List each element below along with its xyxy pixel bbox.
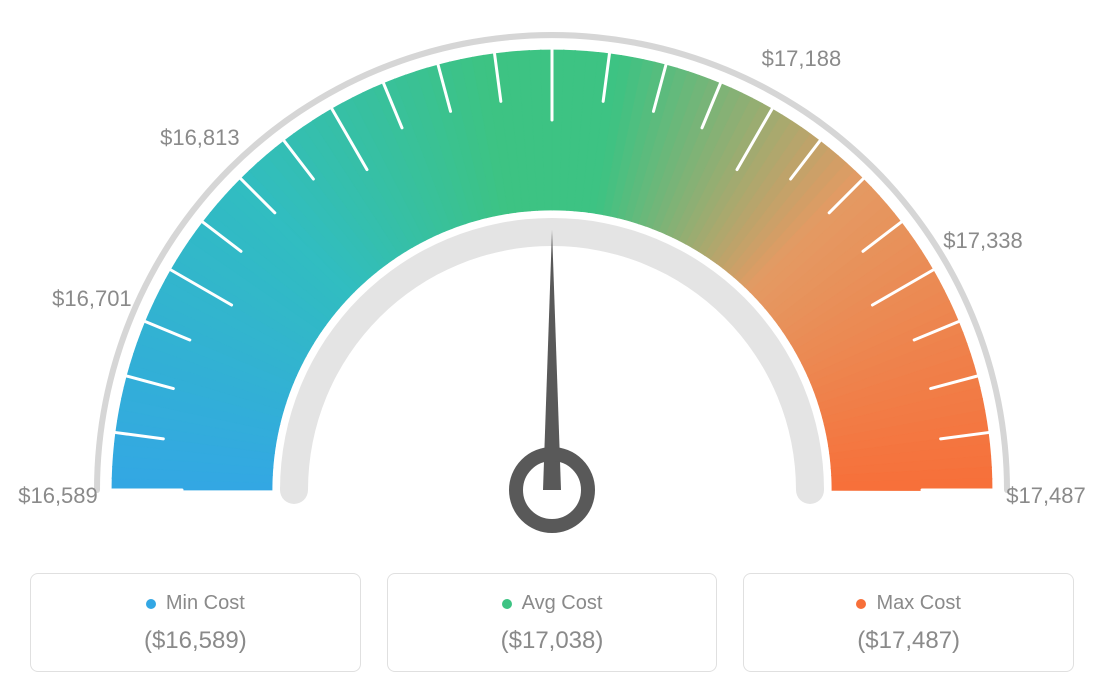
legend-max-title: Max Cost: [856, 592, 960, 615]
gauge-label-6: $17,487: [1006, 483, 1086, 509]
gauge-label-2: $16,813: [160, 125, 240, 151]
legend-max-title-text: Max Cost: [876, 592, 960, 615]
legend-max-dot-icon: [856, 599, 866, 609]
legend-min-dot-icon: [146, 599, 156, 609]
legend-avg-value: ($17,038): [400, 627, 705, 655]
gauge-area: $16,589$16,701$16,813$17,038$17,188$17,3…: [0, 0, 1104, 560]
legend-max-value: ($17,487): [756, 627, 1061, 655]
legend-row: Min Cost ($16,589) Avg Cost ($17,038) Ma…: [30, 573, 1074, 672]
gauge-label-1: $16,701: [52, 286, 132, 312]
legend-min-title-text: Min Cost: [166, 592, 245, 615]
gauge-label-0: $16,589: [18, 483, 98, 509]
gauge-label-5: $17,338: [943, 228, 1023, 254]
legend-avg-dot-icon: [502, 599, 512, 609]
legend-avg-title: Avg Cost: [502, 592, 603, 615]
inner-arc-cap-left: [280, 476, 308, 504]
legend-min-title: Min Cost: [146, 592, 245, 615]
gauge-svg: [0, 0, 1104, 560]
cost-gauge-widget: $16,589$16,701$16,813$17,038$17,188$17,3…: [0, 0, 1104, 690]
legend-min: Min Cost ($16,589): [30, 573, 361, 672]
legend-avg: Avg Cost ($17,038): [387, 573, 718, 672]
inner-arc-cap-right: [796, 476, 824, 504]
legend-avg-title-text: Avg Cost: [522, 592, 603, 615]
gauge-label-4: $17,188: [762, 46, 842, 72]
legend-min-value: ($16,589): [43, 627, 348, 655]
legend-max: Max Cost ($17,487): [743, 573, 1074, 672]
